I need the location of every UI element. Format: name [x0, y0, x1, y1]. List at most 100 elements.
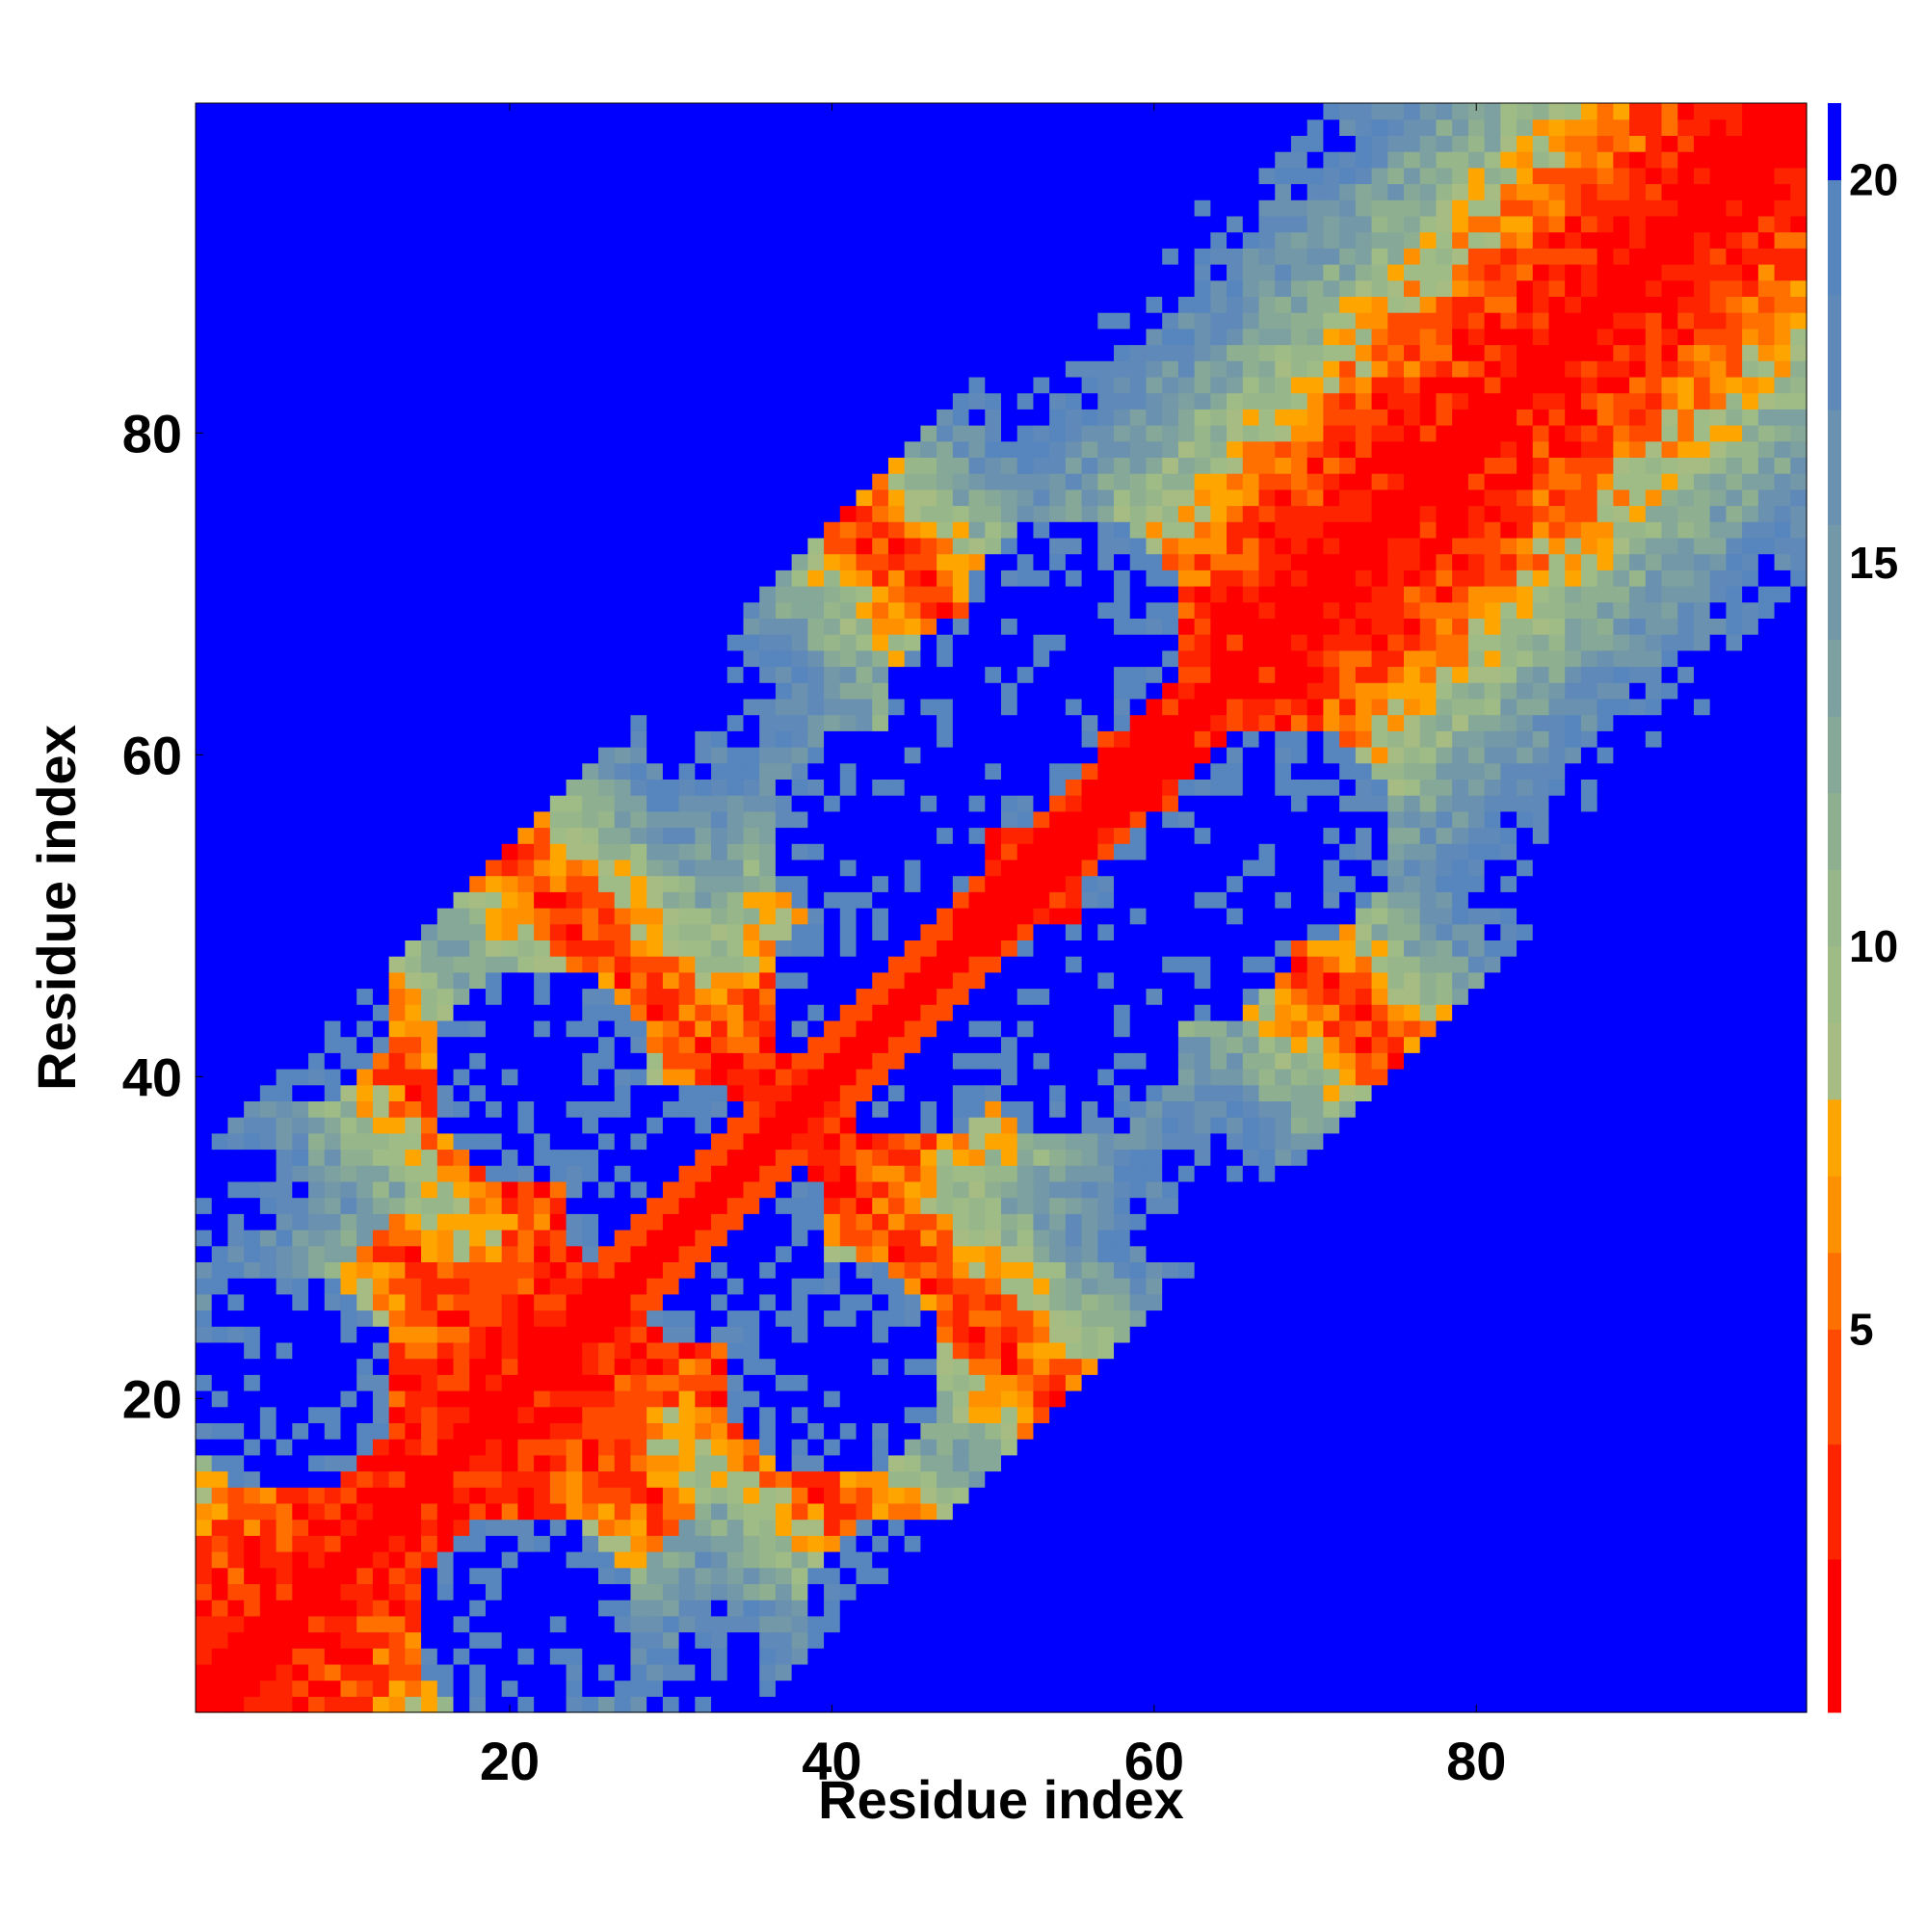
heatmap-cell	[887, 376, 906, 394]
heatmap-cell	[695, 1245, 712, 1262]
heatmap-cell	[196, 827, 213, 844]
heatmap-cell	[534, 1310, 551, 1327]
heatmap-cell	[340, 908, 357, 925]
heatmap-cell	[276, 1487, 293, 1504]
heatmap-cell	[759, 1326, 777, 1343]
heatmap-cell	[324, 231, 342, 249]
heatmap-cell	[678, 231, 696, 249]
heatmap-cell	[952, 1631, 970, 1649]
heatmap-cell	[501, 553, 518, 570]
heatmap-cell	[501, 1502, 518, 1521]
heatmap-cell	[244, 891, 261, 909]
heatmap-cell	[839, 1117, 858, 1134]
heatmap-cell	[356, 940, 374, 957]
heatmap-cell	[388, 1197, 406, 1214]
heatmap-cell	[887, 569, 906, 587]
heatmap-cell	[566, 908, 583, 925]
heatmap-cell	[340, 1069, 357, 1086]
heatmap-cell	[517, 376, 535, 394]
heatmap-cell	[726, 151, 745, 169]
heatmap-cell	[308, 199, 326, 217]
heatmap-cell	[453, 891, 470, 909]
heatmap-cell	[872, 457, 889, 474]
heatmap-cell	[824, 682, 841, 700]
heatmap-cell	[695, 521, 712, 539]
heatmap-cell	[937, 714, 954, 731]
heatmap-cell	[856, 1600, 873, 1617]
heatmap-cell	[582, 682, 599, 700]
heatmap-cell	[937, 425, 954, 442]
heatmap-cell	[469, 1132, 487, 1151]
heatmap-cell	[549, 279, 568, 297]
heatmap-cell	[614, 1648, 632, 1665]
heatmap-cell	[324, 1341, 342, 1360]
heatmap-cell	[356, 489, 374, 507]
heatmap-cell	[647, 1470, 664, 1488]
heatmap-cell	[775, 215, 793, 233]
heatmap-cell	[582, 601, 599, 619]
heatmap-cell	[501, 1213, 518, 1231]
heatmap-cell	[324, 135, 342, 152]
heatmap-cell	[372, 666, 390, 683]
heatmap-cell	[839, 1180, 858, 1199]
heatmap-cell	[566, 714, 583, 731]
heatmap-cell	[276, 1600, 293, 1617]
heatmap-cell	[952, 1117, 970, 1134]
heatmap-cell	[985, 971, 1002, 990]
heatmap-cell	[598, 569, 616, 587]
heatmap-cell	[824, 344, 841, 361]
heatmap-cell	[549, 1551, 568, 1569]
heatmap-cell	[292, 971, 309, 990]
heatmap-cell	[968, 1535, 986, 1552]
heatmap-cell	[968, 248, 986, 265]
heatmap-cell	[791, 1680, 808, 1697]
heatmap-cell	[259, 1230, 277, 1247]
heatmap-cell	[887, 312, 906, 330]
heatmap-cell	[372, 1519, 390, 1536]
heatmap-cell	[372, 1358, 390, 1375]
heatmap-cell	[726, 199, 745, 217]
heatmap-cell	[566, 1631, 583, 1649]
heatmap-cell	[968, 521, 986, 539]
heatmap-cell	[952, 1454, 970, 1472]
heatmap-cell	[276, 521, 293, 539]
heatmap-cell	[856, 586, 873, 603]
heatmap-cell	[388, 1600, 406, 1617]
heatmap-cell	[324, 1551, 342, 1569]
heatmap-cell	[824, 1680, 841, 1697]
heatmap-cell	[582, 1165, 599, 1182]
heatmap-cell	[469, 1567, 487, 1584]
heatmap-cell	[937, 586, 954, 603]
heatmap-cell	[405, 264, 422, 281]
heatmap-cell	[566, 1278, 583, 1295]
heatmap-cell	[324, 843, 342, 860]
heatmap-cell	[405, 1583, 422, 1601]
heatmap-cell	[630, 714, 647, 731]
heatmap-cell	[614, 328, 632, 346]
heatmap-cell	[791, 1583, 808, 1601]
heatmap-cell	[759, 1567, 777, 1584]
heatmap-cell	[695, 1230, 712, 1247]
heatmap-cell	[324, 1084, 342, 1101]
heatmap-cell	[791, 264, 808, 281]
heatmap-cell	[662, 360, 680, 378]
heatmap-cell	[485, 730, 503, 748]
heatmap-cell	[276, 279, 293, 297]
heatmap-cell	[485, 586, 503, 603]
heatmap-cell	[534, 843, 551, 860]
heatmap-cell	[759, 762, 777, 780]
heatmap-cell	[839, 971, 858, 990]
heatmap-cell	[920, 425, 937, 442]
heatmap-cell	[678, 473, 696, 490]
heatmap-cell	[630, 730, 647, 748]
heatmap-cell	[308, 167, 326, 185]
heatmap-cell	[436, 1439, 455, 1456]
heatmap-cell	[356, 1680, 374, 1697]
heatmap-cell	[968, 795, 986, 812]
heatmap-cell	[196, 505, 213, 522]
heatmap-cell	[743, 248, 760, 265]
heatmap-cell	[647, 1487, 664, 1504]
heatmap-cell	[872, 1454, 889, 1472]
heatmap-cell	[711, 1100, 728, 1118]
heatmap-cell	[211, 810, 229, 829]
